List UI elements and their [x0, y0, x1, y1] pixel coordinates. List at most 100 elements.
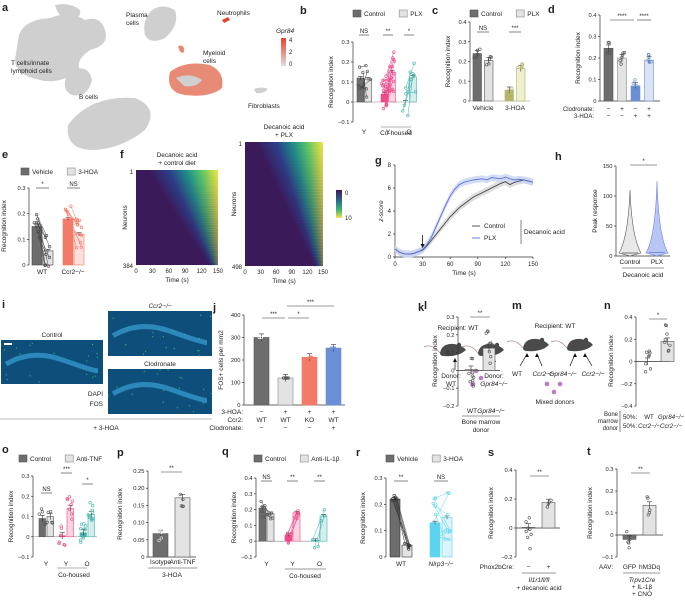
panel-s-y-tick-label: 0 — [509, 526, 512, 532]
panel-r-pair-line — [396, 499, 410, 546]
panel-o-control-point — [79, 538, 83, 542]
panel-o-control-point — [81, 536, 85, 540]
micrograph-fos-cell — [167, 369, 169, 371]
panel-q-y-tick-label: 0 — [249, 539, 252, 545]
panel-r-category-label: WT — [396, 561, 406, 568]
panel-t-y-tick-label: 0.2 — [605, 489, 613, 495]
panel-c-bar-plx — [516, 68, 526, 102]
panel-j-ylabel: FOS+ cells per mm2 — [218, 330, 225, 390]
panel-s-y-tick-label: 0.2 — [504, 497, 512, 503]
panel-o-sig-label: * — [86, 478, 89, 484]
panel-letter-q: q — [222, 446, 229, 458]
panel-s-ylabel: Recognition index — [488, 486, 495, 538]
panel-e-vehicle-point — [69, 204, 73, 208]
panel-j-y-tick-label: 0 — [237, 403, 240, 409]
panel-l-point — [467, 371, 471, 375]
heatmap-row — [304, 244, 323, 248]
heatmap-row — [206, 260, 218, 263]
panel-s-y-tick-label: 0.4 — [504, 468, 513, 474]
umap-cluster-t-cells-upper — [55, 4, 81, 20]
panel-letter-j: j — [212, 302, 216, 314]
heatmap-xlabel: Time (s) — [165, 277, 189, 284]
panel-r-3hoa-point — [447, 530, 452, 534]
heatmap-xlabel: Time (s) — [272, 278, 296, 285]
panel-c-ylabel: Recognition index — [445, 35, 452, 87]
panel-h-category-label: Control — [620, 259, 642, 266]
panel-q-control-point — [286, 540, 290, 544]
umap-cluster-myeloid-inner — [176, 75, 202, 87]
panel-j-row-value: − — [284, 425, 288, 432]
panel-e-vehicle-point — [35, 212, 39, 217]
umap-cluster-fibroblasts — [254, 87, 268, 94]
panel-s-sig-label: ** — [537, 470, 542, 476]
panel-r-sig-label: NS — [437, 475, 445, 481]
panel-e-category-label: WT — [37, 269, 47, 276]
panel-r-y-tick-label: 0 — [379, 555, 382, 561]
panel-r-vehicle-point — [434, 534, 438, 538]
panel-q-group-label: Co-housed — [289, 573, 321, 580]
panel-e-legend-label: 3-HOA — [78, 169, 99, 176]
panel-t-y-tick-label: 0 — [610, 533, 613, 539]
panel-o-anti-tnf-point — [88, 501, 92, 505]
panel-l-point — [469, 356, 473, 360]
panel-o-anti-tnf-point — [87, 514, 91, 518]
panel-e-3hoa-point — [79, 233, 83, 237]
panel-d-point — [646, 52, 650, 57]
panel-i-treatment-label: + 3-HOA — [93, 425, 119, 432]
panel-d-row-value: − — [620, 113, 624, 120]
heatmap-x-tick-label: 0 — [243, 270, 247, 276]
panel-j-row-label: 3-HOA: — [221, 409, 243, 416]
umap-colorbar-title: Gpr84 — [276, 28, 294, 35]
umap-cluster-myeloid-small — [178, 45, 185, 53]
panel-b-pair-line — [386, 59, 394, 92]
panel-j-row-value: KO — [305, 417, 314, 424]
panel-letter-l: l — [424, 300, 427, 312]
panel-letter-m: m — [512, 300, 522, 312]
panel-j-row-value: − — [260, 425, 264, 432]
panel-e-bar-3hoa — [73, 233, 85, 266]
panel-d-point — [618, 59, 622, 63]
panel-o-y-tick-label: 0.3 — [21, 474, 29, 480]
panel-s-treatment-label: + decanoic acid — [516, 585, 562, 592]
micrograph-fos-cell — [173, 347, 175, 350]
micrograph-fos-cell — [86, 360, 88, 362]
heatmap-row — [259, 148, 323, 152]
heatmap-row — [284, 200, 323, 205]
heatmap-row — [189, 234, 218, 237]
panel-q-legend-label: Anti-IL-1β — [311, 456, 340, 463]
panel-e-3hoa-point — [74, 246, 79, 250]
donor-cell-icon — [551, 389, 557, 395]
panel-j-row-value: + — [284, 409, 288, 416]
heatmap-row — [307, 250, 323, 254]
panel-q-y-tick-label: 0.1 — [244, 523, 252, 529]
arrow-up-icon — [573, 353, 577, 357]
heatmap-colorbar — [336, 190, 342, 218]
panel-r-chart: 0 0.1 0.2 0.3 Recognition index Vehicle 3-HOA W… — [360, 454, 464, 568]
micrograph-fos-cell — [199, 355, 201, 357]
panel-e-3hoa-point — [44, 233, 49, 238]
umap-label-fibroblasts: Fibroblasts — [248, 103, 281, 110]
panel-d-point — [606, 40, 610, 44]
panel-b-pair-line — [386, 61, 395, 105]
mouse-ear — [583, 337, 589, 343]
panel-b-plx-point — [387, 89, 392, 93]
panel-q-legend-swatch — [299, 454, 309, 463]
micrograph-fos-cell — [198, 337, 201, 340]
panel-e-legend-label: Vehicle — [32, 169, 53, 176]
micrograph-dentate-gyrus — [4, 352, 99, 374]
panel-d-point — [620, 55, 624, 60]
heatmap-row — [166, 198, 218, 202]
panel-e-pair-line — [36, 222, 46, 238]
panel-q-category-label: O — [317, 561, 322, 568]
panel-l-point — [489, 355, 493, 359]
panel-g-chart: 0 2 4 6 8 0 30 60 90 120 150 z-score Time (s) Control… — [378, 163, 565, 277]
panel-b-ylabel: Recognition index — [328, 55, 335, 107]
micrograph-fos-cell — [38, 381, 40, 383]
panel-o-control-point — [59, 534, 63, 538]
heatmap-row — [269, 169, 323, 174]
panel-o-anti-tnf-point — [67, 507, 72, 511]
panel-r-vehicle-point — [390, 498, 395, 502]
heatmap-row — [275, 182, 323, 186]
panel-o-control-point — [62, 542, 66, 547]
